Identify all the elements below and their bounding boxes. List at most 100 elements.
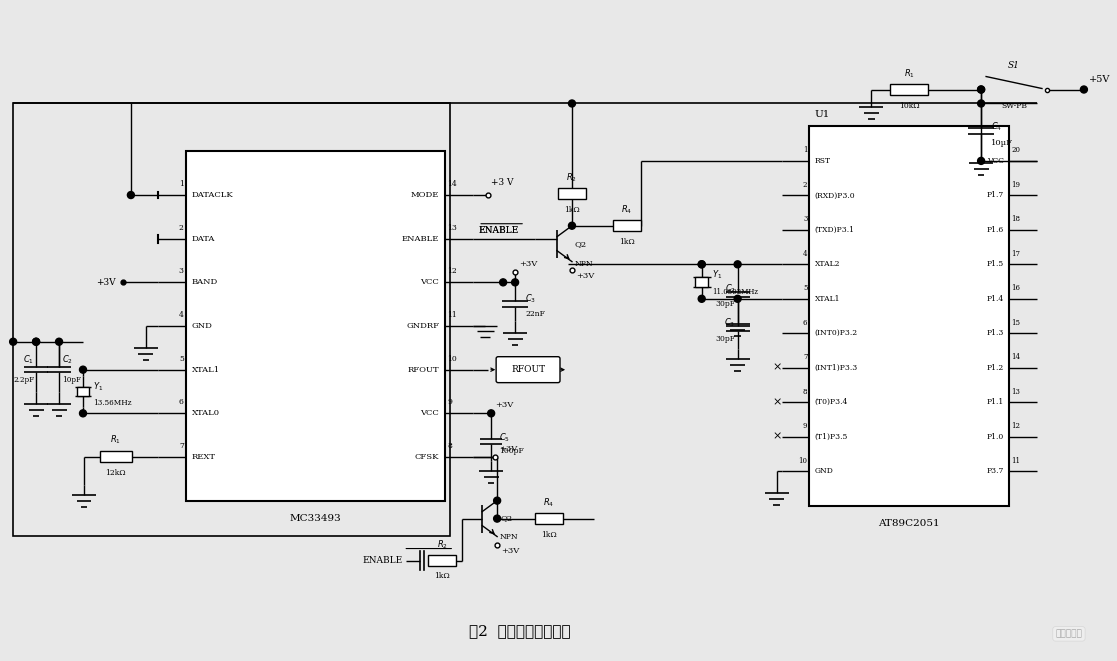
Text: NPN: NPN [500,533,518,541]
Text: 10: 10 [799,457,808,465]
Text: RFOUT: RFOUT [408,366,439,373]
Circle shape [698,261,705,268]
Text: (INT0)P3.2: (INT0)P3.2 [814,329,858,337]
Text: 1kΩ: 1kΩ [541,531,557,539]
Text: +5V: +5V [1089,75,1110,83]
Circle shape [10,338,17,345]
Text: 11: 11 [447,311,457,319]
Text: Q2: Q2 [500,515,513,523]
Circle shape [79,410,86,417]
Circle shape [569,100,575,107]
Text: 4: 4 [179,311,184,319]
Text: SW-PB: SW-PB [1001,102,1027,110]
Text: $C_5$: $C_5$ [499,431,510,444]
Text: ×: × [773,432,782,442]
Text: P1.6: P1.6 [986,226,1004,234]
Text: +3V: +3V [495,401,514,409]
Text: P1.5: P1.5 [986,260,1004,268]
Text: (INT1)P3.3: (INT1)P3.3 [814,364,858,371]
Text: ENABLE: ENABLE [478,225,518,235]
Text: 2: 2 [179,223,184,232]
Text: VCC: VCC [420,409,439,417]
Text: (T1)P3.5: (T1)P3.5 [814,433,848,441]
Text: ×: × [773,397,782,407]
Text: 9: 9 [803,422,808,430]
Text: $C_2$: $C_2$ [63,354,73,366]
Bar [695,276,708,287]
Text: P1.0: P1.0 [986,433,1004,441]
Text: $R_4$: $R_4$ [543,496,555,508]
Text: +3 V: +3 V [491,178,514,187]
Text: DATA: DATA [192,235,216,243]
Circle shape [734,295,741,302]
Text: +3V: +3V [502,547,519,555]
Text: 12: 12 [447,267,457,276]
Text: 100pF: 100pF [499,447,524,455]
Bar [535,513,563,524]
Text: REXT: REXT [192,453,216,461]
Text: 6: 6 [179,399,184,407]
Text: 12kΩ: 12kΩ [106,469,126,477]
Circle shape [977,86,984,93]
Text: 1: 1 [179,180,184,188]
Text: ENABLE: ENABLE [362,556,402,565]
Text: 1kΩ: 1kΩ [564,206,580,214]
Text: $R_1$: $R_1$ [904,67,915,79]
Text: 15: 15 [1011,319,1020,327]
Text: 8: 8 [447,442,452,450]
Circle shape [569,222,575,229]
Text: 20: 20 [1011,147,1020,155]
Bar [99,451,132,463]
Text: 18: 18 [1011,215,1020,223]
Circle shape [56,338,63,345]
Text: CFSK: CFSK [414,453,439,461]
Text: 7: 7 [179,442,184,450]
Text: 1: 1 [803,147,808,155]
Text: P1.2: P1.2 [986,364,1004,371]
Text: U1: U1 [814,110,830,120]
Text: 3: 3 [179,267,184,276]
Text: P3.7: P3.7 [986,467,1004,475]
Text: ENABLE: ENABLE [402,235,439,243]
Bar [77,387,89,396]
Text: P1.1: P1.1 [986,398,1004,407]
Text: MODE: MODE [411,191,439,199]
Text: (T0)P3.4: (T0)P3.4 [814,398,848,407]
Text: 13: 13 [447,223,457,232]
Text: 13: 13 [1011,388,1020,396]
Circle shape [494,497,500,504]
Text: 11: 11 [1011,457,1020,465]
Text: BAND: BAND [192,278,218,286]
Text: 10: 10 [447,355,457,363]
Text: 10µF: 10µF [991,139,1013,147]
Text: MC33493: MC33493 [289,514,342,523]
Text: +3V: +3V [499,445,517,453]
Text: 2: 2 [803,181,808,189]
Text: GND: GND [192,322,212,330]
Text: $R_4$: $R_4$ [621,203,632,215]
Text: $C_3$: $C_3$ [525,293,536,305]
Text: GND: GND [814,467,833,475]
Text: +3V: +3V [519,260,537,268]
Text: AT89C2051: AT89C2051 [878,519,941,527]
Text: NPN: NPN [575,260,593,268]
Text: VCC: VCC [987,157,1004,165]
Circle shape [79,366,86,373]
Bar [558,188,586,199]
Text: 30pF: 30pF [716,334,736,342]
Circle shape [32,338,39,345]
Text: $R_2$: $R_2$ [566,171,577,184]
Text: 10pF: 10pF [63,375,82,383]
Circle shape [734,261,741,268]
Circle shape [32,338,39,345]
FancyBboxPatch shape [496,357,560,383]
Text: +3V: +3V [96,278,116,287]
Text: $C_2$: $C_2$ [725,282,736,295]
Text: 电子发烧友: 电子发烧友 [1056,629,1082,639]
Bar [13,104,450,535]
Text: 1kΩ: 1kΩ [619,238,634,246]
Text: 9: 9 [447,399,452,407]
Text: 16: 16 [1011,284,1020,292]
Text: 6: 6 [803,319,808,327]
Circle shape [1080,86,1087,93]
